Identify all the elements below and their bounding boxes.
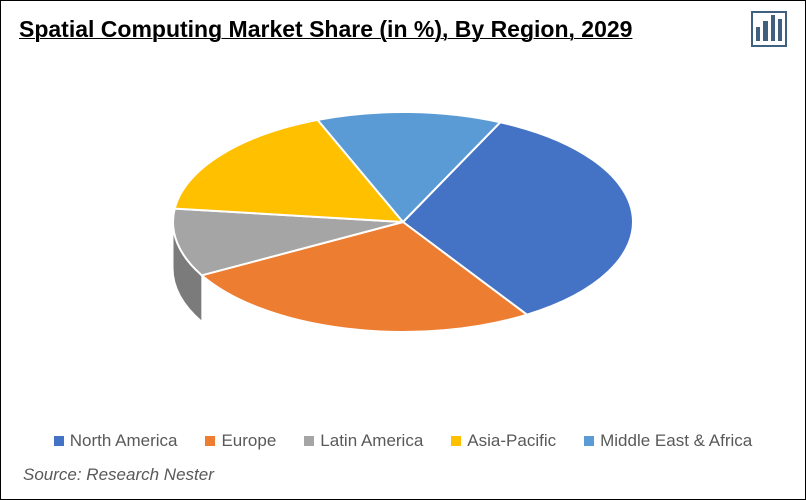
pie-chart xyxy=(123,52,683,412)
chart-title: Spatial Computing Market Share (in %), B… xyxy=(19,16,632,43)
legend-item: Asia-Pacific xyxy=(451,431,556,451)
legend-label: Latin America xyxy=(320,431,423,451)
legend-swatch xyxy=(451,436,461,446)
legend-label: North America xyxy=(70,431,178,451)
logo-bar xyxy=(756,27,760,41)
legend-item: North America xyxy=(54,431,178,451)
legend-swatch xyxy=(205,436,215,446)
logo-bar xyxy=(771,15,775,41)
legend-label: Europe xyxy=(221,431,276,451)
legend-item: Middle East & Africa xyxy=(584,431,752,451)
legend-label: Asia-Pacific xyxy=(467,431,556,451)
source-text: Source: Research Nester xyxy=(23,465,214,485)
logo-bar xyxy=(763,21,767,41)
logo-icon xyxy=(751,11,787,47)
legend-item: Europe xyxy=(205,431,276,451)
legend-swatch xyxy=(584,436,594,446)
header: Spatial Computing Market Share (in %), B… xyxy=(1,1,805,47)
legend-label: Middle East & Africa xyxy=(600,431,752,451)
chart-area xyxy=(1,47,805,417)
legend-swatch xyxy=(304,436,314,446)
legend-swatch xyxy=(54,436,64,446)
logo-bar xyxy=(778,19,782,41)
legend: North America Europe Latin America Asia-Pac… xyxy=(1,431,805,451)
legend-item: Latin America xyxy=(304,431,423,451)
